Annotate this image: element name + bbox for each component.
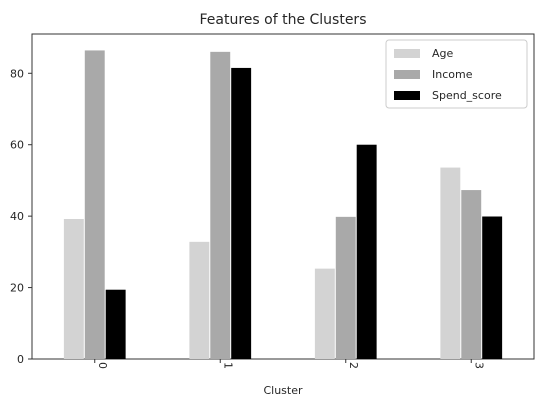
legend-swatch [394, 70, 420, 79]
y-tick-label: 80 [10, 67, 24, 80]
x-tick-label: 3 [472, 362, 485, 369]
legend-label: Spend_score [432, 89, 502, 102]
y-axis-ticks: 0 20 40 60 80 [10, 67, 32, 366]
legend: Age Income Spend_score [385, 39, 528, 109]
x-tick-label: 1 [221, 362, 234, 369]
bar-income-cluster-1 [210, 51, 231, 359]
x-tick-label: 2 [347, 362, 360, 369]
x-axis-label: Cluster [263, 384, 303, 397]
legend-label: Income [432, 68, 473, 81]
y-tick-label: 40 [10, 210, 24, 223]
legend-label: Age [432, 47, 454, 60]
bar-age-cluster-1 [189, 241, 210, 359]
bar-age-cluster-0 [63, 219, 84, 359]
legend-swatch [394, 49, 420, 58]
bar-age-cluster-3 [440, 167, 461, 359]
legend-box [385, 39, 528, 109]
plot-frame [31, 33, 535, 360]
bar-age-cluster-2 [314, 268, 335, 359]
y-tick-label: 60 [10, 139, 24, 152]
bar-spend-score-cluster-3 [482, 216, 503, 359]
bars-group [63, 50, 503, 360]
bar-spend-score-cluster-1 [231, 67, 252, 359]
bar-income-cluster-3 [461, 190, 482, 359]
bar-income-cluster-0 [84, 50, 105, 360]
x-axis-ticks: 0 1 2 3 [94, 359, 485, 369]
bar-income-cluster-2 [335, 216, 356, 359]
bar-spend-score-cluster-2 [356, 144, 377, 359]
x-tick-label: 0 [96, 362, 109, 369]
bar-spend-score-cluster-0 [105, 289, 126, 359]
legend-swatch [394, 91, 420, 100]
y-tick-label: 0 [17, 353, 24, 366]
chart-title: Features of the Clusters [199, 12, 366, 28]
y-tick-label: 20 [10, 282, 24, 295]
